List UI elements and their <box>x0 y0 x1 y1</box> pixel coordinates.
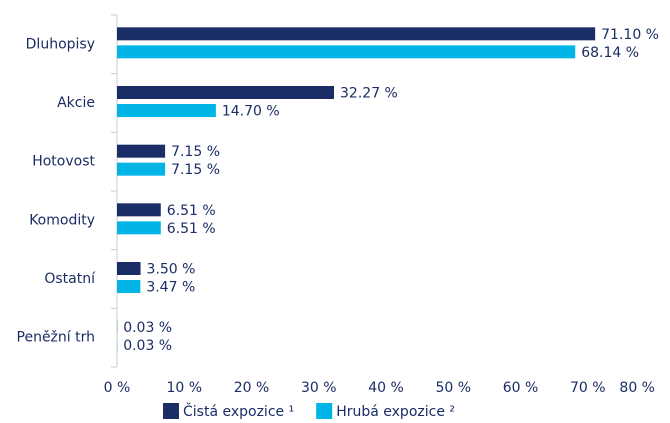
x-tick-label: 30 % <box>301 380 337 396</box>
bar <box>117 162 166 176</box>
value-label: 32.27 % <box>340 86 398 102</box>
legend-swatch <box>316 403 333 419</box>
x-tick-label: 60 % <box>503 380 539 396</box>
bar <box>117 203 161 217</box>
y-tick-label: Peněžní trh <box>17 330 95 346</box>
bar <box>117 280 141 293</box>
bar <box>117 144 166 158</box>
x-tick-label: 70 % <box>570 380 606 396</box>
value-label: 3.47 % <box>146 280 195 296</box>
y-tick-label: Hotovost <box>32 154 95 170</box>
value-label: 71.10 % <box>601 27 659 43</box>
x-tick-label: 40 % <box>368 380 404 396</box>
legend-swatch <box>163 403 179 419</box>
value-label: 7.15 % <box>171 144 220 160</box>
bar <box>117 262 141 275</box>
x-tick-label: 20 % <box>234 380 270 396</box>
bar <box>117 221 161 235</box>
bar <box>117 45 576 59</box>
value-label: 0.03 % <box>123 338 172 354</box>
y-tick-label: Ostatní <box>44 271 96 287</box>
y-tick-label: Akcie <box>57 95 95 111</box>
value-label: 0.03 % <box>123 320 172 336</box>
value-label: 14.70 % <box>222 104 280 120</box>
bar <box>117 86 335 99</box>
value-label: 68.14 % <box>581 45 639 61</box>
x-tick-label: 10 % <box>166 380 202 396</box>
legend-label: Hrubá expozice ² <box>336 404 455 420</box>
legend-label: Čistá expozice ¹ <box>183 402 294 420</box>
x-tick-label: 80 % <box>619 380 655 396</box>
y-tick-label: Komodity <box>29 212 95 228</box>
value-label: 3.50 % <box>147 262 196 278</box>
bar <box>117 27 596 41</box>
x-tick-label: 0 % <box>104 380 131 396</box>
value-label: 6.51 % <box>167 203 216 219</box>
value-label: 7.15 % <box>171 162 220 178</box>
y-tick-label: Dluhopisy <box>26 36 95 52</box>
value-label: 6.51 % <box>167 221 216 237</box>
bar <box>117 104 216 117</box>
x-tick-label: 50 % <box>435 380 471 396</box>
